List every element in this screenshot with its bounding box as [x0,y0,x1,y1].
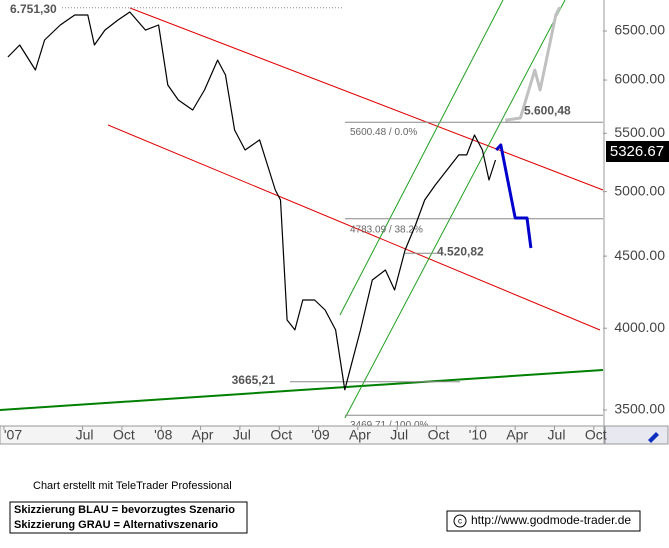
x-tick-label: Jul [548,427,566,443]
x-tick-label: Jul [390,427,408,443]
plot-area: 6.751,30 3665,21 5.600,48 4.520,82 5600.48 /… [0,0,604,431]
copyright-icon [453,514,467,528]
legend-text: Skizzierung BLAU = bevorzugtes Szenario [14,504,235,516]
annotation: 5.600,48 [524,103,571,117]
credit: Chart erstellt mit TeleTrader Profession… [33,480,232,492]
x-tick-label: Oct [270,427,292,443]
trend-line [129,7,604,191]
x-tick-label: '08 [154,427,172,443]
y-tick-label: 6500.00 [614,22,665,38]
annotation: 4783.09 / 38.2% [350,224,423,235]
x-axis-strip [0,425,605,445]
scenario-line [505,6,562,122]
current-price-box [606,141,669,162]
x-tick-label: Jul [76,427,94,443]
y-tick-label: 6000.00 [614,71,665,87]
x-tick-label: '09 [311,427,329,443]
annotation: 3665,21 [232,373,276,387]
x-tick-label: Oct [428,427,450,443]
y-tick-label: 3500.00 [614,401,665,417]
legend-box [9,501,248,534]
tool-icon [648,432,659,443]
x-tick-label: '07 [4,427,22,443]
url: http://www.godmode-trader.de [471,513,631,527]
trend-line [0,369,604,411]
url-box [446,510,641,532]
y-tick-label: 5000.00 [614,182,665,198]
annotation: 5600.48 / 0.0% [350,127,417,138]
y-tick-label: 5500.00 [614,124,665,140]
annotation: 3469.71 / 100.0% [350,420,429,431]
price-line [7,11,497,391]
x-tick-label: Apr [506,427,528,443]
x-tick-label: '10 [469,427,487,443]
copyright-icon: c [458,517,462,526]
current-price-label: 5326.67 [610,143,664,160]
x-tick-label: Jul [233,427,251,443]
x-tick-label: Oct [113,427,135,443]
trend-line [107,124,601,331]
trend-line [339,0,504,316]
x-tick-label: Apr [349,427,371,443]
x-tick-label: Apr [192,427,214,443]
y-tick-label: 4500.00 [614,247,665,263]
annotation: 4.520,82 [437,244,484,258]
x-tick-label: Oct [585,427,607,443]
trend-line [344,0,566,419]
annotation: 6.751,30 [10,2,57,16]
scenario-line [495,143,533,249]
y-tick-label: 4000.00 [614,319,665,335]
legend-text: Skizzierung GRAU = Alternativszenario [14,519,218,531]
